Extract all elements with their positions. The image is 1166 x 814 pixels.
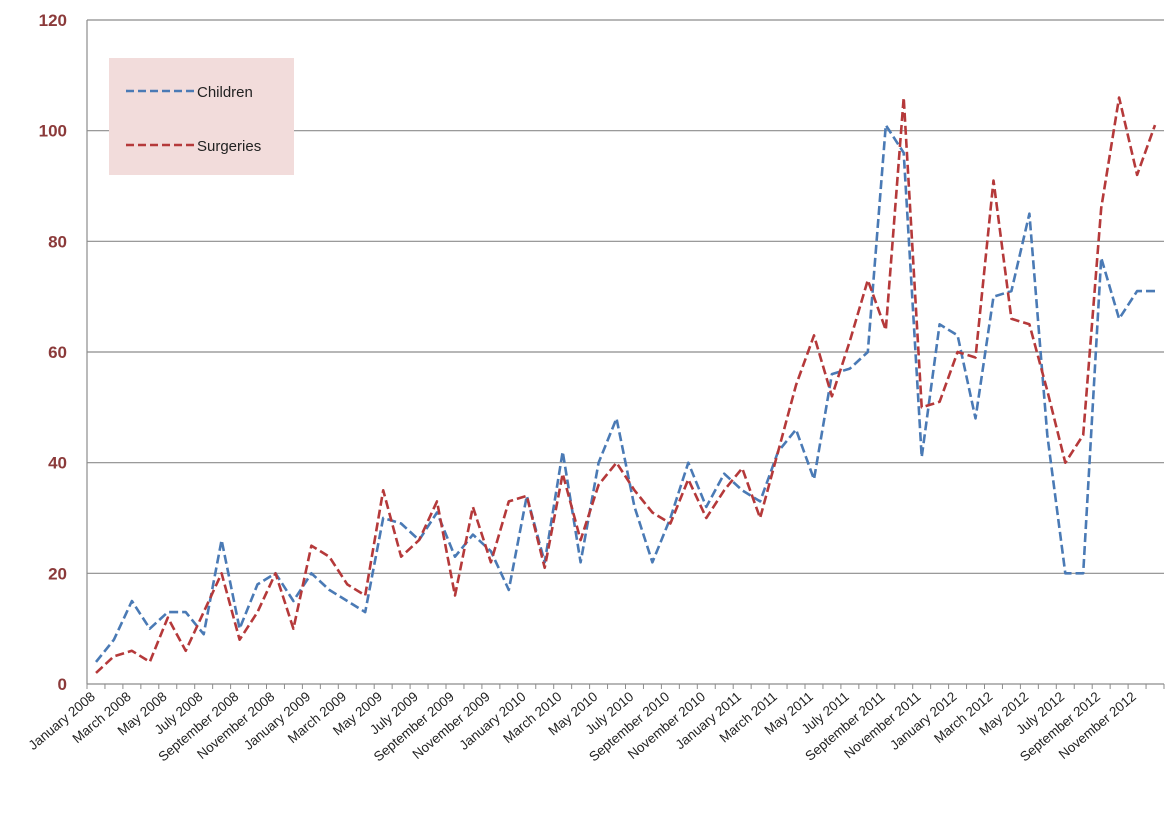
legend-label-children: Children (197, 84, 253, 101)
series-line-surgeries (95, 96, 1157, 674)
y-axis-tick-labels: 0 20 40 60 80 100 120 (39, 11, 67, 694)
y-tick-label: 100 (39, 122, 67, 141)
y-tick-label: 60 (48, 343, 67, 362)
y-tick-label: 20 (48, 564, 67, 583)
legend-background (109, 58, 294, 175)
y-tick-label: 0 (58, 675, 67, 694)
legend: Children Surgeries (109, 58, 294, 175)
series-line-children (94, 123, 1155, 663)
legend-label-surgeries: Surgeries (197, 138, 261, 155)
y-tick-label: 40 (48, 454, 67, 473)
y-tick-label: 80 (48, 232, 67, 251)
series-lines (94, 96, 1157, 674)
axes (86, 20, 1165, 689)
y-tick-label: 120 (39, 11, 67, 30)
